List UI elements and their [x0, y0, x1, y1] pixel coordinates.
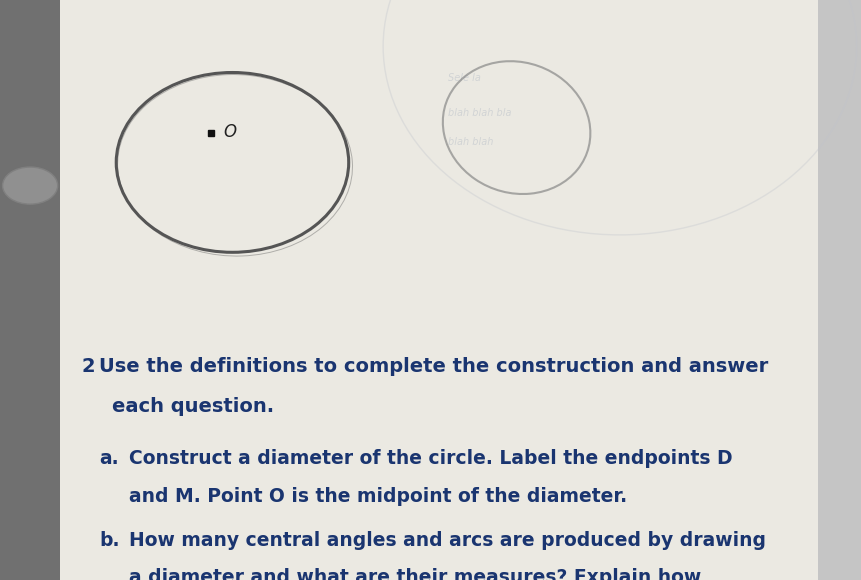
Text: Sele la: Sele la [448, 73, 480, 83]
Text: How many central angles and arcs are produced by drawing: How many central angles and arcs are pro… [129, 531, 766, 550]
Text: Use the definitions to complete the construction and answer: Use the definitions to complete the cons… [99, 357, 768, 376]
Text: b.: b. [99, 531, 120, 550]
Text: a.: a. [99, 450, 119, 469]
Text: O: O [223, 123, 236, 142]
Text: each question.: each question. [112, 397, 274, 416]
Bar [0, 0, 60, 580]
Text: blah blah bla: blah blah bla [448, 108, 511, 118]
Text: blah blah: blah blah [448, 137, 493, 147]
Circle shape [3, 167, 58, 204]
Text: a diameter and what are their measures? Explain how: a diameter and what are their measures? … [129, 568, 702, 580]
Bar [60, 0, 818, 580]
Text: Construct a diameter of the circle. Label the endpoints D: Construct a diameter of the circle. Labe… [129, 450, 733, 469]
Text: 2: 2 [82, 357, 96, 376]
Bar [818, 0, 861, 580]
Text: and M. Point O is the midpoint of the diameter.: and M. Point O is the midpoint of the di… [129, 487, 628, 506]
